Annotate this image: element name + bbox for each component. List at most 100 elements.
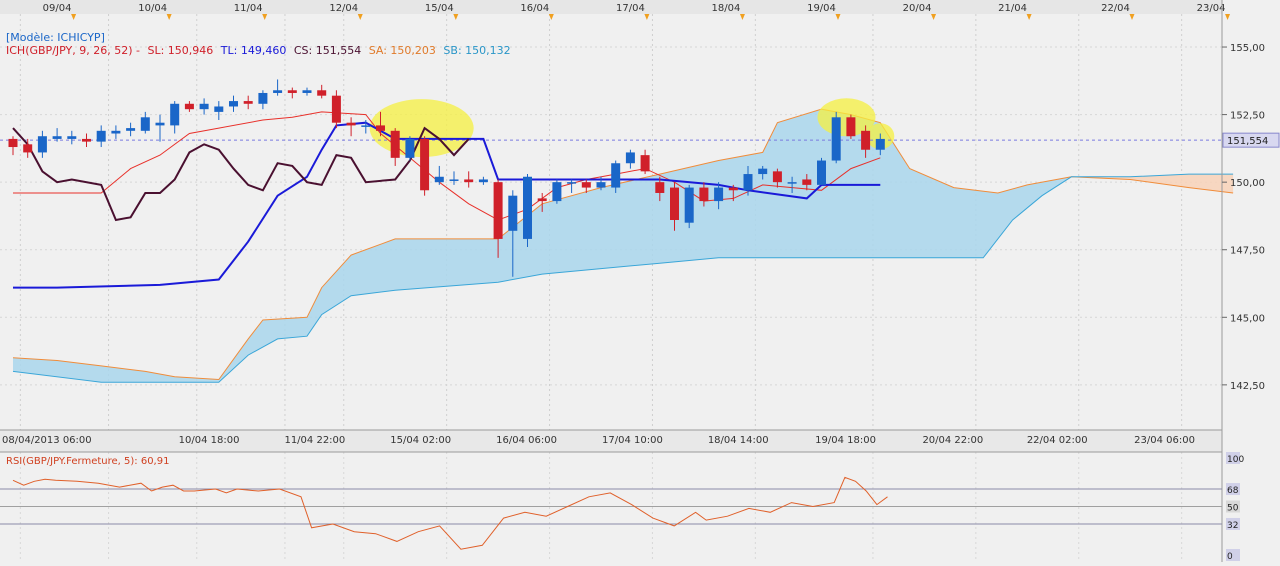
- price-tick-label-4: 152,50: [1230, 111, 1265, 122]
- candle-body-36: [537, 198, 547, 202]
- candle-body-12: [184, 103, 194, 110]
- candle-body-16: [243, 101, 253, 104]
- candle-58: [861, 125, 871, 158]
- rsi-level-label-2: 50: [1227, 504, 1239, 514]
- candle-body-45: [670, 187, 679, 220]
- rsi-level-box-1: [1226, 483, 1240, 496]
- candle-39: [581, 179, 591, 193]
- time-axis-label-5: 17/04 10:00: [602, 435, 663, 446]
- top-date-label-8: 19/04: [807, 3, 836, 14]
- candle-21: [317, 84, 327, 99]
- rsi-panel: RSI(GBP/JPY.Fermeture, 5): 60,91 100 68 50 3…: [0, 452, 1244, 562]
- candle-24: [361, 120, 371, 134]
- rsi-line: [12, 476, 888, 550]
- candle-body-37: [552, 182, 562, 202]
- top-date-label-2: 11/04: [234, 3, 263, 14]
- candle-body-18: [273, 90, 283, 93]
- top-date-marker-0: [71, 14, 77, 20]
- candle-16: [243, 95, 253, 110]
- candle-8: [126, 122, 136, 137]
- candle-40: [596, 176, 606, 191]
- candle-body-32: [478, 179, 488, 183]
- candle-body-3: [52, 136, 62, 139]
- candle-body-9: [140, 117, 150, 131]
- top-date-label-5: 16/04: [520, 3, 549, 14]
- candle-28: [420, 136, 430, 196]
- price-axis-bg: [1222, 0, 1280, 562]
- time-axis-label-1: 10/04 18:00: [179, 435, 240, 446]
- candle-body-44: [655, 182, 665, 193]
- candle-body-19: [287, 90, 297, 93]
- candle-body-27: [405, 138, 415, 158]
- candle-body-47: [699, 187, 709, 202]
- candle-body-31: [464, 179, 474, 183]
- candle-34: [508, 190, 518, 277]
- cloud-segment-1: [1071, 174, 1234, 193]
- legend-sb: SB: 150,132: [443, 44, 511, 57]
- candle-20: [302, 87, 312, 96]
- candle-0: [8, 136, 18, 156]
- candle-body-1: [23, 144, 33, 153]
- candle-32: [478, 176, 488, 185]
- top-date-marker-4: [453, 14, 459, 20]
- top-date-label-12: 23/04: [1197, 3, 1226, 14]
- candle-body-52: [772, 171, 782, 183]
- price-tick-label-3: 150,00: [1230, 178, 1265, 189]
- current-price-box: [1222, 132, 1280, 148]
- candle-59: [875, 133, 885, 156]
- candle-44: [655, 176, 665, 202]
- legend-line: ICH(GBP/JPY, 9, 26, 52) - SL: 150,946 TL…: [6, 44, 515, 57]
- time-axis-label-9: 22/04 02:00: [1027, 435, 1088, 446]
- candle-50: [743, 165, 753, 196]
- candle-body-17: [258, 92, 268, 104]
- time-axis-label-6: 18/04 14:00: [708, 435, 769, 446]
- top-date-label-10: 21/04: [998, 3, 1027, 14]
- top-date-marker-11: [1129, 14, 1135, 20]
- time-axis-label-8: 20/04 22:00: [922, 435, 983, 446]
- candle-3: [52, 128, 62, 142]
- candle-23: [346, 117, 356, 137]
- candle-17: [258, 90, 268, 110]
- candle-29: [434, 165, 444, 185]
- price-tick-label-5: 155,00: [1230, 43, 1265, 54]
- legend-model: [Modèle: ICHICYP]: [6, 31, 105, 44]
- candle-42: [625, 149, 635, 169]
- rsi-level-label-0: 100: [1227, 455, 1244, 465]
- candle-27: [405, 136, 415, 161]
- rsi-title: RSI(GBP/JPY.Fermeture, 5): 60,91: [6, 456, 169, 467]
- candle-body-26: [390, 130, 400, 158]
- candle-body-50: [743, 174, 753, 191]
- candle-25: [376, 111, 385, 137]
- time-axis-label-2: 11/04 22:00: [284, 435, 345, 446]
- time-axis-bg: [0, 430, 1222, 452]
- candle-body-10: [155, 122, 165, 126]
- top-date-label-11: 22/04: [1101, 3, 1130, 14]
- rsi-level-box-2: [1226, 500, 1240, 513]
- candle-body-41: [611, 163, 621, 188]
- candle-body-53: [787, 182, 797, 184]
- candle-45: [670, 182, 679, 231]
- candle-body-33: [493, 182, 503, 239]
- candle-5: [82, 133, 91, 148]
- time-axis-label-10: 23/04 06:00: [1134, 435, 1195, 446]
- candle-body-49: [728, 187, 738, 191]
- candle-2: [37, 130, 47, 158]
- candle-31: [464, 171, 474, 188]
- current-price-label: 151,554: [1227, 136, 1268, 147]
- top-date-marker-1: [166, 14, 172, 20]
- candles: [8, 79, 885, 277]
- legend: [Modèle: ICHICYP] ICH(GBP/JPY, 9, 26, 52…: [6, 31, 515, 57]
- top-date-strip: [0, 0, 1222, 14]
- candle-body-8: [126, 128, 136, 131]
- candle-11: [170, 101, 180, 134]
- candle-body-40: [596, 182, 606, 188]
- candle-body-4: [67, 136, 77, 139]
- price-tick-label-2: 147,50: [1230, 246, 1265, 257]
- rsi-level-label-4: 0: [1227, 552, 1233, 562]
- top-date-marker-5: [548, 14, 554, 20]
- candle-body-7: [111, 130, 121, 134]
- candle-body-23: [346, 122, 356, 126]
- candle-57: [846, 114, 856, 139]
